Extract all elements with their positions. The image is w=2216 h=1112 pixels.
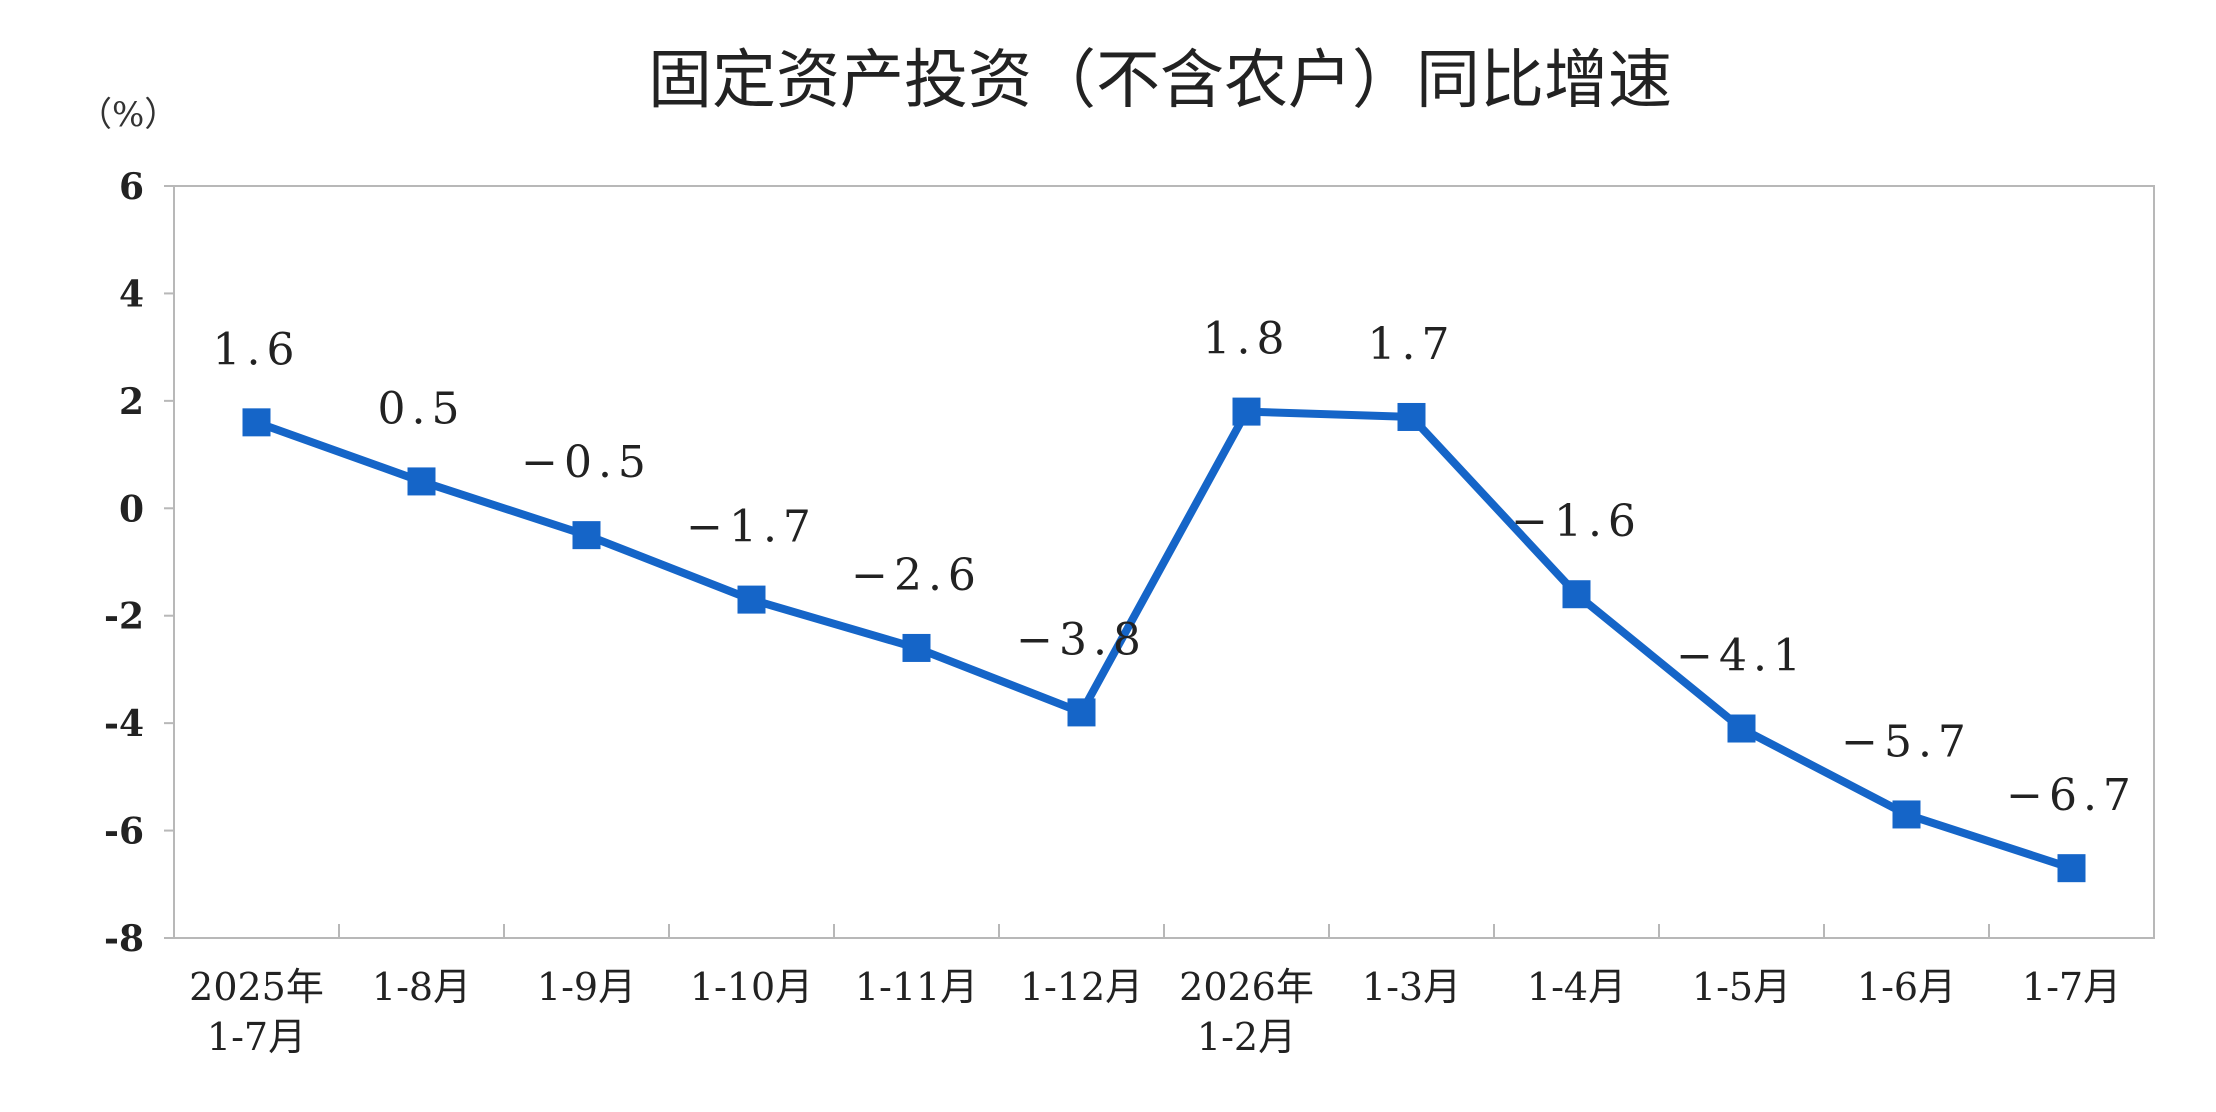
x-tick-label-line: 1-5月 (1692, 965, 1791, 1009)
data-label: 1.8 (1203, 314, 1291, 365)
y-axis-ticks: 6 4 2 0 -2 -4 -6 -8 (104, 166, 174, 960)
y-tick-label: -2 (104, 596, 144, 638)
x-tick-label: 1-7月 (2022, 965, 2121, 1009)
x-tick-label-line: 1-12月 (1020, 965, 1143, 1009)
x-tick-label: 2026年 1-2月 (1179, 965, 1314, 1059)
data-label: −0.5 (521, 437, 652, 488)
y-tick-label: 2 (119, 381, 144, 423)
data-label: −1.6 (1511, 496, 1642, 547)
chart-title: 固定资产投资（不含农户）同比增速 (648, 44, 1672, 118)
x-tick-label: 1-9月 (537, 965, 636, 1009)
data-label: −2.6 (851, 550, 982, 601)
x-tick-label: 1-11月 (855, 965, 978, 1009)
data-point-marker (2057, 854, 2086, 883)
x-tick-label-line: 1-9月 (537, 965, 636, 1009)
data-point-marker (737, 585, 766, 614)
data-label: −4.1 (1676, 631, 1807, 682)
data-label: −3.8 (1016, 614, 1147, 665)
data-point-marker (902, 633, 931, 662)
x-tick-label: 1-10月 (690, 965, 813, 1009)
x-tick-label: 1-4月 (1527, 965, 1626, 1009)
y-tick-label: -4 (104, 703, 144, 745)
x-tick-label: 1-8月 (372, 965, 471, 1009)
x-tick-label-line: 1-6月 (1857, 965, 1956, 1009)
x-tick-label: 1-3月 (1362, 965, 1461, 1009)
x-tick-label-line: 1-3月 (1362, 965, 1461, 1009)
data-label: 1.6 (213, 324, 301, 375)
x-tick-label-line: 1-8月 (372, 965, 471, 1009)
data-label: 1.7 (1368, 319, 1456, 370)
data-label: −1.7 (686, 502, 817, 553)
data-point-marker (1232, 397, 1261, 426)
x-tick-label-line: 1-2月 (1197, 1015, 1296, 1059)
x-tick-label: 1-5月 (1692, 965, 1791, 1009)
y-tick-label: 6 (119, 166, 144, 208)
y-tick-label: -6 (104, 811, 144, 853)
data-label: 0.5 (378, 383, 466, 434)
data-label: −5.7 (1841, 716, 1972, 767)
y-axis-unit: （%） (78, 95, 178, 135)
x-tick-label: 1-6月 (1857, 965, 1956, 1009)
x-tick-label-line: 2025年 (189, 965, 324, 1009)
x-tick-label-line: 1-10月 (690, 965, 813, 1009)
x-axis-ticks (338, 924, 1990, 938)
data-point-marker (407, 467, 436, 496)
series-line (255, 407, 2073, 872)
x-tick-label-line: 2026年 (1179, 965, 1314, 1009)
y-tick-label: 4 (119, 273, 144, 315)
data-point-marker (1397, 402, 1426, 431)
x-tick-label-line: 1-7月 (207, 1015, 306, 1059)
data-labels: 1.6 0.5 −0.5 −1.7 −2.6 −3.8 1.8 1.7 −1.6 −4.1 −5.7… (213, 314, 2137, 822)
x-tick-label-line: 1-7月 (2022, 965, 2121, 1009)
data-point-marker (572, 521, 601, 550)
data-point-marker (1892, 800, 1921, 829)
x-tick-label-line: 1-4月 (1527, 965, 1626, 1009)
data-point-marker (242, 408, 271, 437)
x-tick-label: 1-12月 (1020, 965, 1143, 1009)
x-tick-label-line: 1-11月 (855, 965, 978, 1009)
data-label: −6.7 (2006, 770, 2137, 821)
x-tick-label: 2025年 1-7月 (189, 965, 324, 1059)
series-group (242, 397, 2086, 883)
y-tick-label: 0 (119, 488, 144, 530)
data-point-marker (1727, 714, 1756, 743)
data-point-marker (1067, 698, 1096, 727)
y-tick-label: -8 (104, 918, 144, 960)
x-axis-labels: 2025年 1-7月 1-8月 1-9月 1-10月 1-11月 1-12月 2026年 1-2… (189, 965, 2121, 1059)
data-point-marker (1562, 580, 1591, 609)
